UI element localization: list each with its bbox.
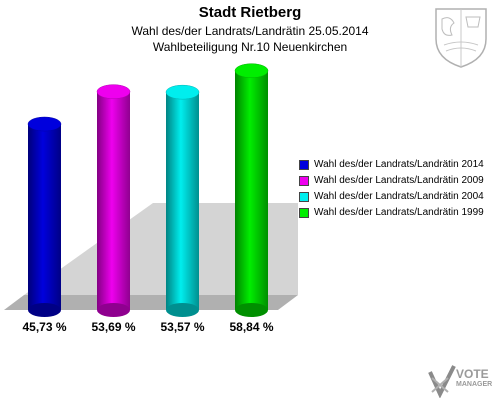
- bar-top-4: [234, 63, 269, 78]
- legend-item-2009: Wahl des/der Landrats/Landrätin 2009: [299, 173, 484, 189]
- bar-base-4: [235, 303, 268, 317]
- bar-4: [234, 63, 269, 317]
- legend-swatch-2009: [299, 176, 309, 186]
- bar-top-2: [96, 84, 131, 99]
- logo-text-vote: VOTE: [456, 367, 489, 381]
- chart-subtitle-election: Wahl des/der Landrats/Landrätin 25.05.20…: [131, 24, 369, 38]
- chart-back-wall: [24, 203, 298, 295]
- bar-1: [27, 116, 62, 317]
- bar-2: [96, 84, 131, 317]
- legend-label-2009: Wahl des/der Landrats/Landrätin 2009: [314, 175, 484, 186]
- bar-body-1: [28, 124, 61, 310]
- bar-body-3: [166, 92, 199, 310]
- bar-base-2: [97, 303, 130, 317]
- chart-floor: [4, 295, 298, 310]
- bar-top-3: [165, 84, 200, 100]
- legend-item-2004: Wahl des/der Landrats/Landrätin 2004: [299, 189, 484, 205]
- legend-label-1999: Wahl des/der Landrats/Landrätin 1999: [314, 207, 484, 218]
- checkmark-cross-icon: [428, 365, 456, 398]
- bar-body-2: [97, 91, 130, 310]
- logo-text-manager: MANAGER: [456, 381, 493, 388]
- page-title: Stadt Rietberg: [198, 4, 302, 21]
- bar-top-1: [27, 116, 62, 132]
- legend-item-1999: Wahl des/der Landrats/Landrätin 1999: [299, 205, 484, 221]
- bar-3: [165, 84, 200, 317]
- value-label-3: 53,57 %: [160, 320, 205, 334]
- legend-swatch-2014: [299, 160, 309, 170]
- legend-swatch-1999: [299, 208, 309, 218]
- legend-swatch-2004: [299, 192, 309, 202]
- legend-item-2014: Wahl des/der Landrats/Landrätin 2014: [299, 157, 484, 173]
- coat-of-arms-icon: [435, 8, 487, 68]
- value-label-2: 53,69 %: [91, 320, 136, 334]
- vote-manager-logo: VOTE MANAGER: [426, 364, 500, 400]
- legend-label-2004: Wahl des/der Landrats/Landrätin 2004: [314, 191, 484, 202]
- legend: Wahl des/der Landrats/Landrätin 2014 Wah…: [299, 157, 484, 221]
- value-label-1: 45,73 %: [22, 320, 67, 334]
- value-label-4: 58,84 %: [229, 320, 274, 334]
- legend-label-2014: Wahl des/der Landrats/Landrätin 2014: [314, 159, 484, 170]
- chart-subtitle-turnout: Wahlbeteiligung Nr.10 Neuenkirchen: [152, 40, 348, 54]
- bar-base-3: [166, 303, 199, 317]
- bar-body-4: [235, 70, 268, 310]
- bar-base-1: [28, 303, 61, 317]
